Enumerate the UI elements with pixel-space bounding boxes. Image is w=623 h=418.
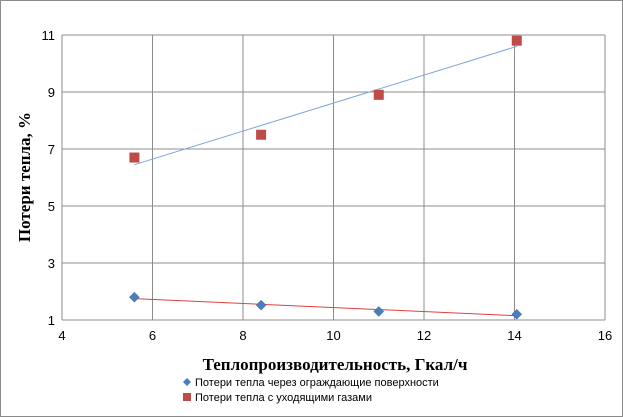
- x-tick-label: 14: [507, 328, 521, 343]
- data-marks: [129, 35, 523, 320]
- legend-entry-label: Потери тепла через ограждающие поверхнос…: [195, 377, 439, 389]
- x-tick-label: 10: [326, 328, 340, 343]
- y-tick-label: 9: [48, 85, 55, 100]
- y-tick-label: 11: [42, 28, 56, 43]
- square-point: [256, 129, 267, 140]
- gridlines: [61, 34, 606, 321]
- legend-entry-label: Потери тепла с уходящими газами: [195, 392, 372, 404]
- diamond-point: [255, 299, 267, 311]
- square-point: [373, 89, 384, 100]
- trendlines: [134, 45, 517, 317]
- x-axis-title: Теплопроизводительность, Гкал/ч: [203, 355, 468, 374]
- y-tick-label: 3: [48, 256, 55, 271]
- x-tick-label: 4: [58, 328, 65, 343]
- trendline-series-1: [134, 298, 517, 317]
- y-tick-label: 5: [48, 199, 55, 214]
- legend-diamond-marker: [183, 378, 191, 386]
- y-tick-label: 1: [48, 313, 55, 328]
- trendline-series-2: [134, 45, 517, 166]
- square-point: [129, 152, 140, 163]
- x-tick-label: 8: [239, 328, 246, 343]
- legend: Потери тепла через ограждающие поверхнос…: [183, 377, 439, 404]
- diamond-point: [373, 306, 385, 317]
- square-point: [511, 35, 522, 46]
- x-tick-label: 12: [417, 328, 431, 343]
- x-tick-label: 6: [149, 328, 156, 343]
- y-tick-label: 7: [48, 142, 55, 157]
- diamond-point: [511, 308, 523, 320]
- x-tick-label: 16: [598, 328, 612, 343]
- diamond-point: [129, 291, 140, 303]
- legend-square-marker: [183, 393, 191, 401]
- tick-labels: 4 6 8 10 12 14 16 1 3 5 7 9 11: [42, 28, 613, 343]
- y-axis-title: Потери тепла, %: [15, 112, 34, 242]
